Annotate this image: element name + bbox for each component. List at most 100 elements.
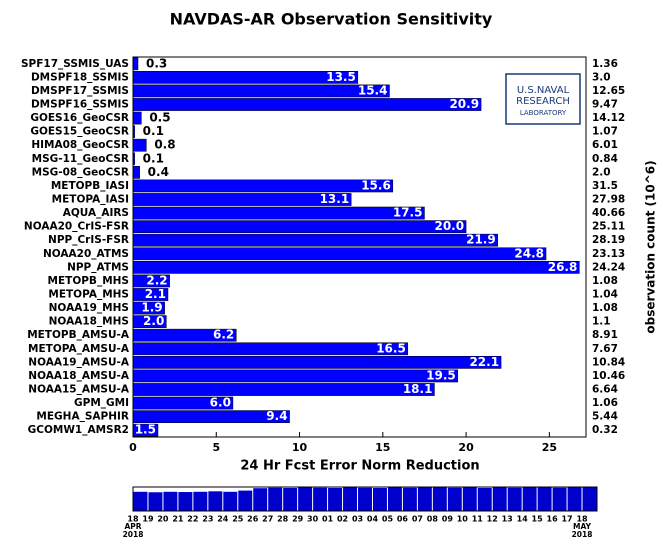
bar [132,138,147,152]
timeline-bar [432,487,447,511]
bar [132,166,140,179]
y2-tick-label: 31.5 [592,180,618,192]
bar [132,84,390,98]
y-tick-label: METOPB_IASI [51,180,129,192]
value-label: 0.5 [149,111,170,125]
logo: U.S.NAVAL RESEARCH LABORATORY [505,73,581,125]
value-label: 19.5 [426,368,456,382]
value-label: 1.9 [141,301,162,315]
y-tick-label: MEGHA_SAPHIR [36,411,129,423]
y2-tick-label: 0.84 [592,153,618,165]
value-label: 0.3 [146,56,167,70]
timeline-label: 23 [202,515,213,524]
bar [132,247,547,261]
y-tick-label: SPF17_SSMIS_UAS [21,58,129,70]
y-tick-label: METOPA_MHS [48,289,129,301]
value-label: 6.2 [213,328,234,342]
y2-tick-label: 6.01 [592,139,618,151]
y2-tick-label: 24.24 [592,261,625,273]
timeline-label: 18 [576,515,588,524]
y-tick-label: MSG-11_GeoCSR [32,153,129,165]
y-tick-label: NOAA19_AMSU-A [28,356,130,368]
bar [132,98,482,111]
y-tick-label: MSG-08_GeoCSR [32,166,129,178]
value-label: 22.1 [469,355,499,369]
bar [132,71,359,84]
timeline-bar [447,487,462,511]
timeline-label: 08 [427,515,439,524]
value-label: 0.1 [143,151,164,165]
timeline-bar [567,487,582,511]
y-tick-label: GPM_GMI [74,397,129,409]
y2-tick-label: 1.04 [592,289,618,301]
value-label: 2.2 [146,273,167,287]
timeline-label: 28 [277,515,289,524]
timeline-label: 04 [367,515,379,524]
y2-tick-label: 10.46 [592,370,625,382]
value-label: 2.0 [143,314,164,328]
y-tick-label: NOAA15_AMSU-A [28,384,130,396]
y2-tick-label: 25.11 [592,221,625,233]
bar [132,369,459,383]
value-label: 13.5 [326,70,356,84]
timeline-bar [223,491,238,511]
y2-axis-label: observation count (10^6) [644,160,658,333]
y2-tick-label: 1.07 [592,126,618,138]
y-tick-label: AQUA_AIRS [63,207,129,219]
y-tick-label: NPP_ATMS [67,261,129,273]
timeline-bar [238,490,253,511]
logo-box [505,73,581,125]
timeline-label: 29 [292,515,304,524]
value-label: 1.5 [135,423,156,437]
value-label: 20.9 [449,97,479,111]
timeline-frame [132,486,598,512]
y-tick-label: METOPB_MHS [48,275,129,287]
y2-tick-label: 7.67 [592,343,618,355]
plot-frame [132,56,587,438]
timeline-label: 27 [262,515,273,524]
x-axis-label: 24 Hr Fcst Error Norm Reduction [240,459,479,474]
timeline-bar [343,487,358,511]
timeline-label: 30 [307,515,319,524]
bar [132,342,409,356]
timeline-label: 24 [217,515,229,524]
timeline-bar [462,487,477,511]
timeline-label: 26 [247,515,259,524]
x-tick-label: 20 [458,441,474,454]
timeline-bar [417,487,432,511]
timeline-bar [268,487,283,511]
bar [132,179,394,193]
bar [132,206,425,220]
timeline-bar [133,491,148,511]
y-tick-label: NOAA18_MHS [49,316,129,328]
timeline-label: 05 [382,515,394,524]
timeline-label: 02 [337,515,348,524]
bar [132,57,139,71]
timeline-bar [163,491,178,511]
timeline-bar [313,487,328,511]
y-tick-label: GCOMW1_AMSR2 [28,424,129,436]
timeline-label: 12 [487,515,498,524]
x-tick-label: 15 [375,441,390,454]
timeline-start: 2018 [123,530,144,539]
value-label: 9.4 [266,409,287,423]
y-tick-label: DMSPF18_SSMIS [31,71,129,83]
timeline-bar [507,487,522,511]
timeline-end: 2018 [572,530,593,539]
y2-tick-label: 1.08 [592,275,618,287]
bar [132,193,352,206]
y-tick-label: GOES15_GeoCSR [30,126,129,138]
timeline-bar [358,487,372,511]
timeline-label: 21 [172,515,184,524]
chart-title: NAVDAS-AR Observation Sensitivity [170,10,493,29]
y2-tick-label: 28.19 [592,234,625,246]
y2-tick-label: 10.84 [592,356,625,368]
x-tick-label: 0 [129,441,137,454]
y2-tick-label: 9.47 [592,99,618,111]
value-label: 26.8 [548,260,578,274]
timeline-label: 14 [517,515,529,524]
timeline-bar [582,487,597,511]
value-label: 16.5 [376,341,406,355]
timeline-label: 20 [157,515,169,524]
